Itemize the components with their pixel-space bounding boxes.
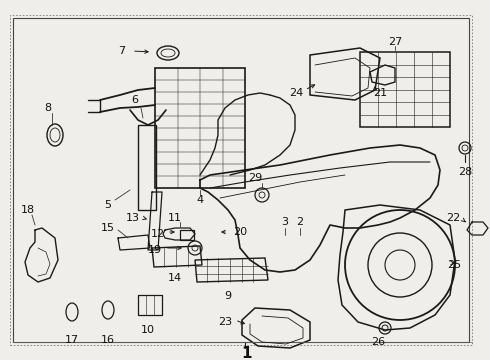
Text: 28: 28 — [458, 167, 472, 177]
Text: 2: 2 — [296, 217, 304, 227]
Text: 22: 22 — [446, 213, 460, 223]
Text: 17: 17 — [65, 335, 79, 345]
Text: 20: 20 — [233, 227, 247, 237]
Text: 11: 11 — [168, 213, 182, 223]
Text: 10: 10 — [141, 325, 155, 335]
Text: 6: 6 — [131, 95, 139, 105]
Text: 16: 16 — [101, 335, 115, 345]
Bar — [138, 125, 156, 210]
Text: 24: 24 — [289, 88, 303, 98]
Text: 7: 7 — [119, 46, 125, 56]
Text: 5: 5 — [104, 200, 112, 210]
Text: 8: 8 — [45, 103, 51, 113]
Text: 13: 13 — [126, 213, 140, 223]
Text: 19: 19 — [148, 245, 162, 255]
Text: 15: 15 — [101, 223, 115, 233]
Bar — [155, 68, 245, 188]
Text: 3: 3 — [281, 217, 289, 227]
Text: 26: 26 — [371, 337, 385, 347]
Text: 9: 9 — [224, 291, 232, 301]
Text: 23: 23 — [218, 317, 232, 327]
Text: 27: 27 — [388, 37, 402, 47]
Text: 21: 21 — [373, 88, 387, 98]
Text: 18: 18 — [21, 205, 35, 215]
Text: 1: 1 — [242, 346, 252, 360]
Bar — [180, 230, 194, 240]
Bar — [360, 52, 450, 127]
Text: 14: 14 — [168, 273, 182, 283]
Text: 4: 4 — [196, 195, 203, 205]
Text: 12: 12 — [151, 229, 165, 239]
Text: 25: 25 — [447, 260, 461, 270]
Text: 29: 29 — [248, 173, 262, 183]
